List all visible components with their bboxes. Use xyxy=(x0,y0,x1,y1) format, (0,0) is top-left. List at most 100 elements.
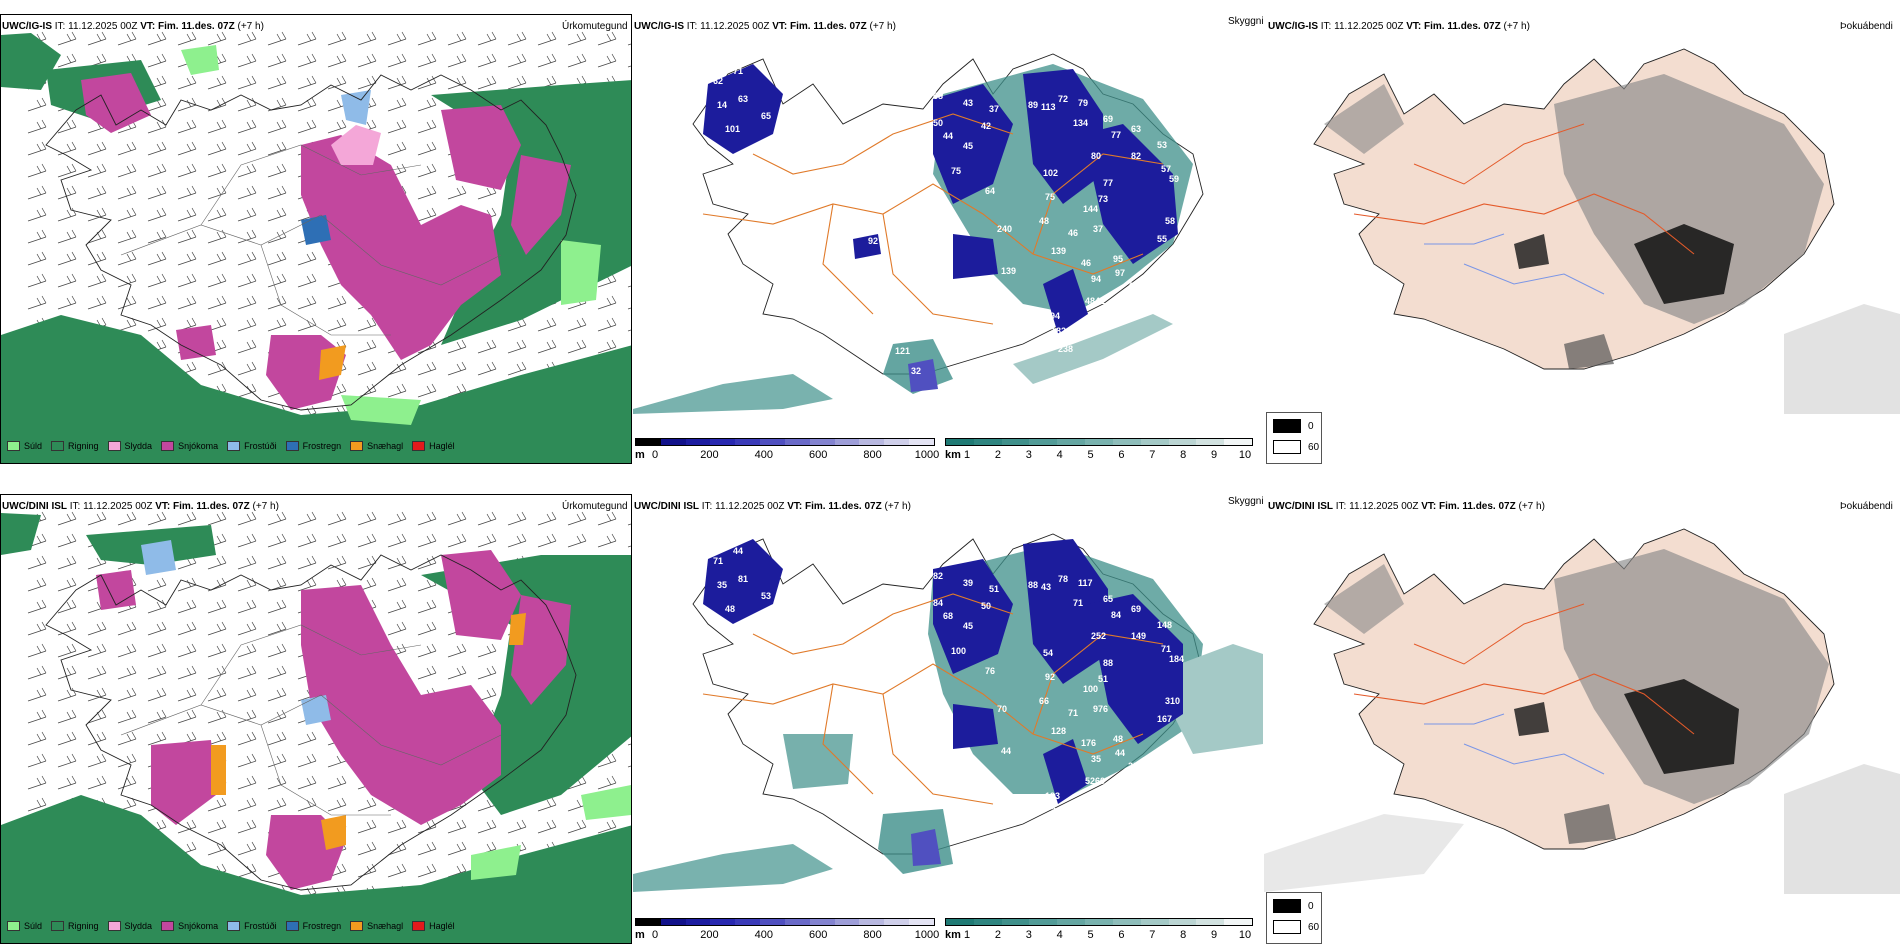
wind-barb xyxy=(27,273,47,288)
station-value-label: 50 xyxy=(981,601,991,611)
wind-barb xyxy=(147,229,167,244)
station-value-label: 62 xyxy=(713,76,723,86)
colorbar-cell xyxy=(735,919,761,925)
wind-barb xyxy=(177,687,197,702)
wind-barb xyxy=(237,841,257,856)
wind-barb xyxy=(57,511,77,526)
wind-barb xyxy=(237,709,257,724)
wind-barb xyxy=(57,643,77,658)
legend-label: Rigning xyxy=(68,921,99,931)
station-value-label: 71 xyxy=(1068,708,1078,718)
wind-barb xyxy=(27,709,47,724)
station-value-label: 78 xyxy=(1058,574,1068,584)
wind-barb xyxy=(177,207,197,222)
colorbar-cell xyxy=(973,919,1002,925)
fog-legend-row: 0 xyxy=(1273,899,1314,913)
station-value-label: 77 xyxy=(1103,178,1113,188)
colorbar-cells xyxy=(635,438,935,446)
station-value-label: 46 xyxy=(1068,228,1078,238)
legend-label: Rigning xyxy=(68,441,99,451)
lead-time: (+7 h) xyxy=(252,501,279,512)
station-value-label: 92 xyxy=(1045,672,1055,682)
wind-barb xyxy=(207,555,227,570)
fog-legend-label: 60 xyxy=(1308,441,1320,453)
station-value-label: 52 xyxy=(711,48,721,58)
wind-barb xyxy=(357,383,377,398)
it-value: 11.12.2025 00Z xyxy=(700,21,770,32)
wind-barb xyxy=(87,185,107,200)
wind-barb xyxy=(387,119,407,134)
colorbar-tick: 7 xyxy=(1149,929,1156,941)
fog-legend: 0 60 xyxy=(1266,892,1322,944)
colorbar-cell xyxy=(636,439,661,445)
wind-barb xyxy=(27,753,47,768)
wind-barb xyxy=(87,295,107,310)
wind-barb xyxy=(387,533,407,548)
rivers-roads xyxy=(1353,603,1695,775)
colorbar-tick: 800 xyxy=(863,929,882,941)
colorbar-tick: 600 xyxy=(809,929,828,941)
legend-label: Haglél xyxy=(429,441,455,451)
wind-barb xyxy=(237,273,257,288)
station-value-label: 58 xyxy=(1165,216,1175,226)
legend-item: Rigning xyxy=(51,441,99,451)
colorbar-cell xyxy=(859,919,885,925)
wind-barb xyxy=(57,599,77,614)
row1-header-left: UWC/IG-IS IT: 11.12.2025 00Z VT: Fim. 11… xyxy=(2,21,264,33)
wind-barb xyxy=(177,599,197,614)
wind-barb xyxy=(597,295,617,310)
wind-barb xyxy=(507,361,527,376)
colorbar-cell xyxy=(946,919,974,925)
precip-type-panel-row2: Súld Rigning Slydda Snjókoma Frostúði Frostre… xyxy=(0,494,632,944)
station-value-label: 252 xyxy=(1091,631,1106,641)
wind-barb xyxy=(297,273,317,288)
wind-barb xyxy=(327,511,347,526)
wind-barb xyxy=(27,665,47,680)
wind-barb xyxy=(417,119,437,134)
fog-shading xyxy=(1324,74,1900,414)
station-value-label: 39 xyxy=(1051,806,1061,816)
wind-barb xyxy=(147,185,167,200)
colorbar-cell xyxy=(884,439,910,445)
legend-swatch xyxy=(285,921,299,931)
wind-barb xyxy=(267,119,287,134)
wind-barb xyxy=(567,53,587,68)
legend-item: Haglél xyxy=(412,441,455,451)
wind-barb xyxy=(87,775,107,790)
colorbar-cell xyxy=(1057,439,1086,445)
station-value-label: 240 xyxy=(997,224,1012,234)
wind-barb xyxy=(447,75,467,90)
station-value-label: 139 xyxy=(1001,266,1016,276)
wind-barb xyxy=(57,53,77,68)
wind-barb xyxy=(87,141,107,156)
wind-barb xyxy=(207,273,227,288)
wind-barb xyxy=(507,75,527,90)
wind-barb xyxy=(147,31,167,46)
legend-label: Frostregn xyxy=(302,921,342,931)
fog-legend-swatch xyxy=(1273,899,1301,913)
wind-barb xyxy=(87,753,107,768)
station-value-label: 50 xyxy=(933,118,943,128)
legend-swatch xyxy=(227,441,241,451)
coastline xyxy=(45,554,577,891)
wind-barb xyxy=(177,119,197,134)
wind-barb xyxy=(537,53,557,68)
wind-barb xyxy=(237,819,257,834)
wind-barb xyxy=(117,295,137,310)
wind-barb xyxy=(567,339,587,354)
colorbar-tick: 0 xyxy=(651,929,659,941)
legend-item: Snæhagl xyxy=(350,441,403,451)
colorbar-tick: 1000 xyxy=(914,449,940,461)
wind-barb xyxy=(417,31,437,46)
colorbar-cell xyxy=(760,919,785,925)
precip-title: Úrkomutegund xyxy=(562,501,628,512)
colorbar-tick: 3 xyxy=(1025,449,1032,461)
station-value-label: 20 xyxy=(733,156,743,166)
wind-barb xyxy=(237,511,257,526)
it-label: IT: xyxy=(1320,21,1332,32)
wind-barb xyxy=(177,97,197,112)
station-value-label: 65 xyxy=(761,111,771,121)
colorbar-tick: 10 xyxy=(1238,929,1252,941)
colorbar-tick: 2 xyxy=(994,449,1001,461)
